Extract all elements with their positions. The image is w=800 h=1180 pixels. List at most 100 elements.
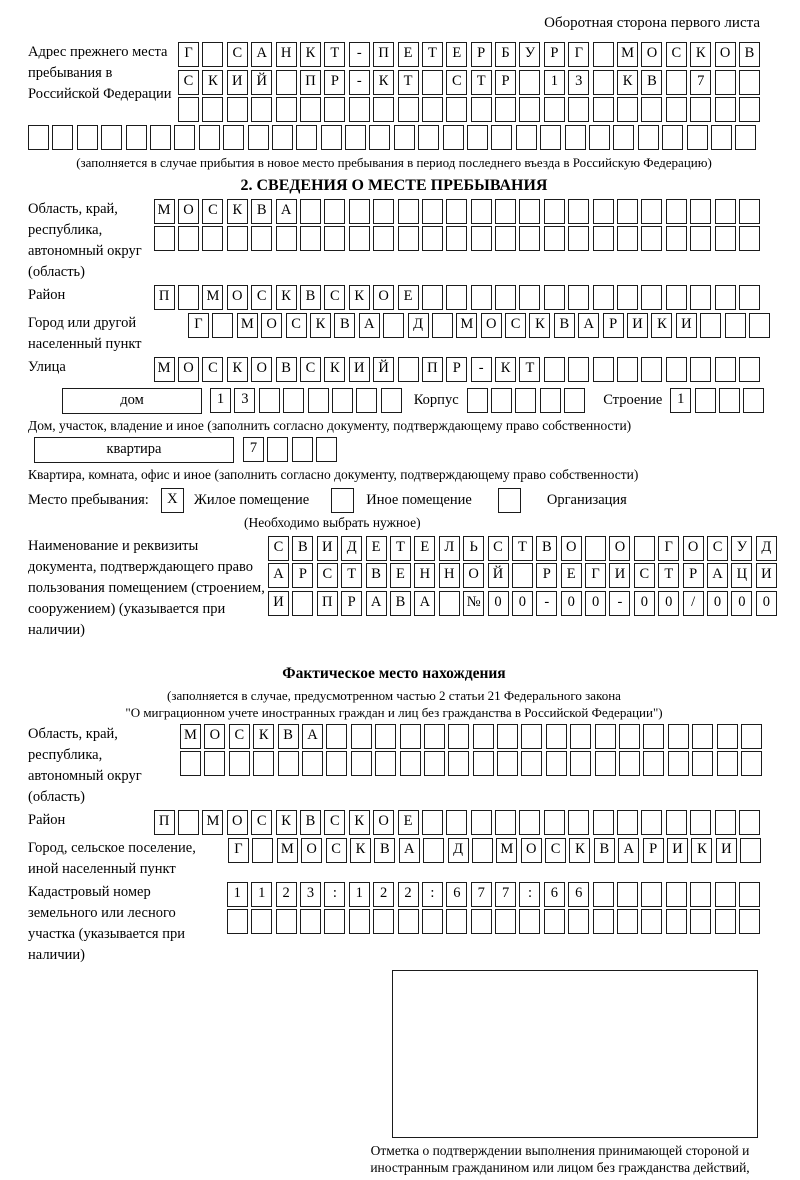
char-cell[interactable]: [519, 284, 541, 310]
char-cell[interactable]: К: [275, 809, 297, 835]
char-cell[interactable]: И: [316, 535, 338, 561]
char-cell[interactable]: [178, 284, 200, 310]
char-cell[interactable]: [397, 909, 419, 934]
char-cell[interactable]: Д: [447, 837, 469, 863]
char-cell[interactable]: Р: [292, 563, 314, 588]
char-cell[interactable]: О: [204, 723, 226, 749]
char-cell[interactable]: [253, 751, 275, 776]
char-cell[interactable]: 0: [658, 590, 680, 616]
char-cell[interactable]: 0: [585, 590, 607, 616]
char-cell[interactable]: [226, 226, 248, 251]
char-cell[interactable]: Г: [178, 42, 200, 67]
char-cell[interactable]: [438, 590, 460, 616]
char-cell[interactable]: [399, 723, 421, 749]
char-cell[interactable]: [592, 356, 614, 382]
char-cell[interactable]: Д: [341, 535, 363, 561]
char-cell[interactable]: [251, 909, 273, 934]
char-cell[interactable]: 7: [495, 881, 517, 907]
char-cell[interactable]: [519, 226, 541, 251]
char-cell[interactable]: [228, 751, 250, 776]
char-cell[interactable]: [686, 124, 708, 150]
char-cell[interactable]: [174, 124, 196, 150]
char-cell[interactable]: [467, 124, 489, 150]
char-cell[interactable]: [739, 909, 760, 934]
char-cell[interactable]: Ь: [463, 535, 485, 561]
char-cell[interactable]: 2: [397, 881, 419, 907]
char-cell[interactable]: Й: [373, 356, 395, 382]
char-cell[interactable]: П: [299, 69, 321, 95]
char-cell[interactable]: [252, 837, 274, 863]
char-cell[interactable]: С: [178, 69, 200, 95]
char-cell[interactable]: 7: [243, 437, 264, 462]
char-cell[interactable]: [356, 388, 378, 413]
char-cell[interactable]: В: [299, 284, 321, 310]
char-cell[interactable]: [350, 751, 372, 776]
char-cell[interactable]: М: [202, 284, 224, 310]
char-cell[interactable]: [423, 751, 445, 776]
char-cell[interactable]: [446, 226, 468, 251]
char-cell[interactable]: [446, 909, 468, 934]
char-cell[interactable]: [495, 97, 517, 122]
char-cell[interactable]: [375, 723, 397, 749]
char-cell[interactable]: [700, 312, 722, 338]
char-cell[interactable]: [466, 388, 488, 413]
char-cell[interactable]: С: [487, 535, 509, 561]
char-cell[interactable]: [568, 909, 590, 934]
char-cell[interactable]: Т: [341, 563, 363, 588]
char-cell[interactable]: [617, 198, 639, 224]
char-cell[interactable]: [348, 226, 370, 251]
char-cell[interactable]: Г: [228, 837, 249, 863]
char-cell[interactable]: [226, 97, 248, 122]
char-cell[interactable]: [748, 312, 770, 338]
char-cell[interactable]: -: [609, 590, 631, 616]
char-cell[interactable]: Г: [568, 42, 590, 67]
char-cell[interactable]: [491, 124, 513, 150]
char-cell[interactable]: [739, 226, 760, 251]
char-cell[interactable]: А: [275, 198, 297, 224]
char-cell[interactable]: [226, 909, 248, 934]
char-cell[interactable]: В: [275, 356, 297, 382]
char-cell[interactable]: [690, 809, 712, 835]
char-cell[interactable]: [641, 881, 663, 907]
char-cell[interactable]: [564, 124, 586, 150]
char-cell[interactable]: [301, 751, 323, 776]
char-cell[interactable]: [421, 198, 443, 224]
char-cell[interactable]: [592, 226, 614, 251]
char-cell[interactable]: [667, 751, 689, 776]
char-cell[interactable]: [397, 198, 419, 224]
char-cell[interactable]: [423, 723, 445, 749]
char-cell[interactable]: [470, 909, 492, 934]
char-cell[interactable]: [324, 909, 346, 934]
char-cell[interactable]: [568, 809, 590, 835]
char-cell[interactable]: Г: [188, 312, 209, 338]
char-cell[interactable]: П: [153, 809, 175, 835]
char-cell[interactable]: [543, 198, 565, 224]
char-cell[interactable]: [373, 97, 395, 122]
char-cell[interactable]: [471, 837, 493, 863]
char-cell[interactable]: [568, 284, 590, 310]
char-cell[interactable]: [690, 909, 712, 934]
char-cell[interactable]: [543, 226, 565, 251]
char-cell[interactable]: [710, 124, 732, 150]
char-cell[interactable]: А: [358, 312, 380, 338]
char-cell[interactable]: О: [609, 535, 631, 561]
char-cell[interactable]: 2: [275, 881, 297, 907]
char-cell[interactable]: [592, 97, 614, 122]
char-cell[interactable]: М: [236, 312, 258, 338]
char-cell[interactable]: [519, 809, 541, 835]
char-cell[interactable]: А: [707, 563, 729, 588]
char-cell[interactable]: Р: [324, 69, 346, 95]
char-cell[interactable]: Е: [397, 809, 419, 835]
char-cell[interactable]: [316, 437, 338, 462]
char-cell[interactable]: В: [334, 312, 356, 338]
char-cell[interactable]: О: [714, 42, 736, 67]
char-cell[interactable]: [212, 312, 234, 338]
char-cell[interactable]: К: [569, 837, 591, 863]
char-cell[interactable]: [716, 723, 738, 749]
char-cell[interactable]: [617, 97, 639, 122]
char-cell[interactable]: [470, 809, 492, 835]
char-cell[interactable]: В: [739, 42, 760, 67]
char-cell[interactable]: [470, 284, 492, 310]
char-cell[interactable]: 6: [446, 881, 468, 907]
char-cell[interactable]: [375, 751, 397, 776]
